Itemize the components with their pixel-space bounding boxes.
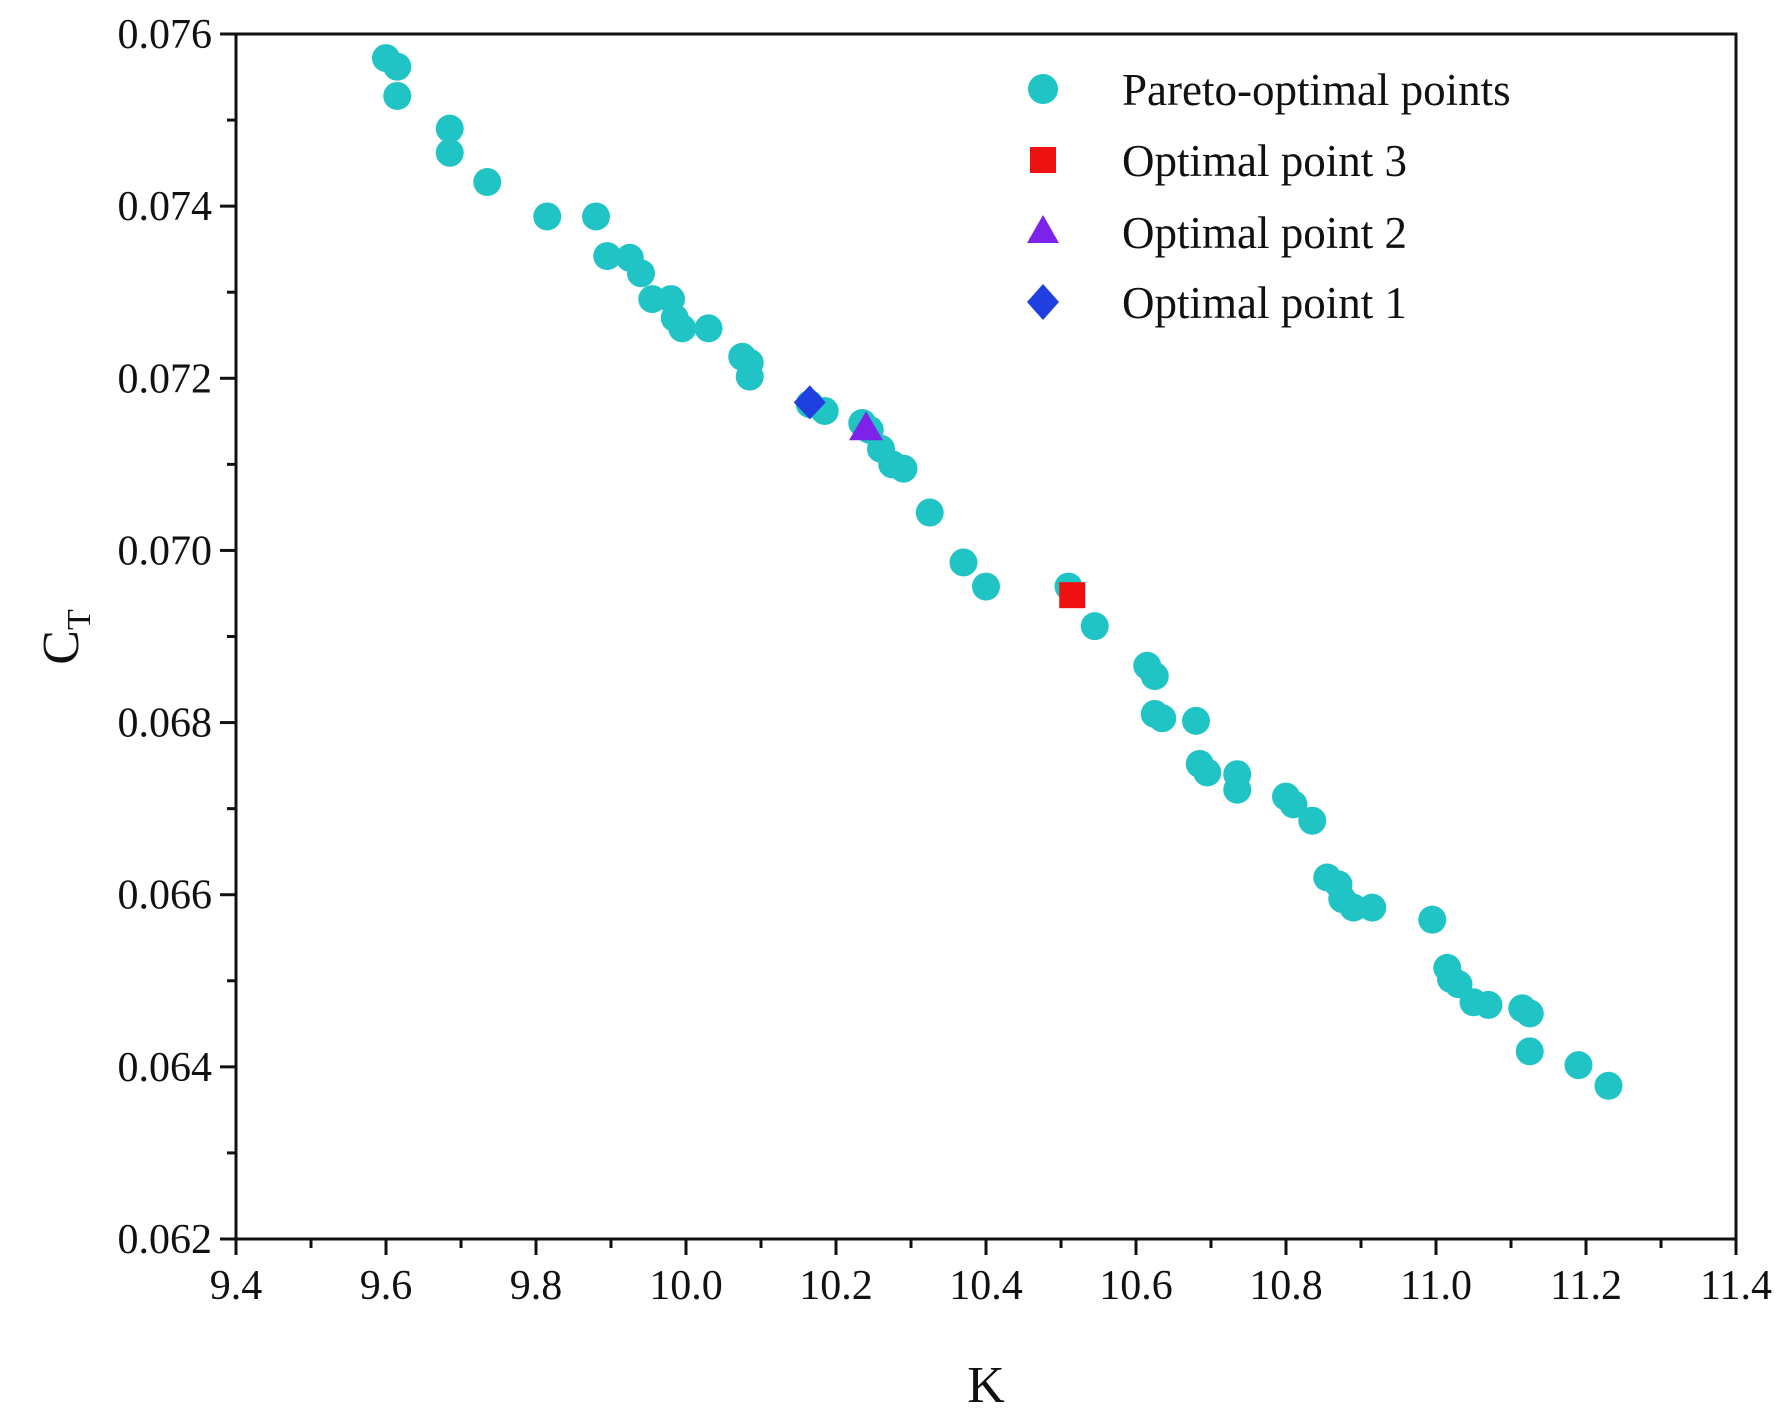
pareto-point — [627, 259, 655, 288]
x-tick-labels: 9.4 9.6 9.8 10.0 10.2 10.4 10.6 10.8 11.0 11.2 11.… — [210, 1263, 1772, 1309]
y-tick-label: 0.072 — [118, 356, 213, 402]
x-tick-label: 9.4 — [210, 1263, 263, 1309]
x-axis-label: K — [967, 1357, 1005, 1414]
y-tick-label: 0.066 — [118, 873, 213, 919]
pareto-point — [1140, 662, 1169, 691]
legend-label-optimal-3: Optimal point 3 — [1122, 136, 1407, 186]
pareto-point — [1515, 999, 1544, 1028]
x-tick-label: 10.8 — [1249, 1263, 1323, 1309]
pareto-point — [435, 138, 464, 167]
pareto-point — [383, 81, 412, 110]
legend-marker-circle — [1028, 74, 1058, 104]
pareto-point — [435, 114, 464, 143]
pareto-point — [383, 52, 412, 81]
pareto-point — [949, 548, 978, 577]
pareto-point — [972, 572, 1000, 601]
x-tick-label: 11.4 — [1700, 1263, 1772, 1309]
legend-marker-triangle — [1027, 215, 1059, 243]
data-points — [372, 44, 1623, 1100]
pareto-point — [735, 362, 764, 391]
pareto-point — [1564, 1051, 1593, 1080]
x-tick-label: 11.0 — [1400, 1263, 1472, 1309]
legend-label-optimal-1: Optimal point 1 — [1122, 278, 1407, 328]
pareto-point — [593, 242, 622, 271]
svg-text:CT: CT — [33, 609, 98, 665]
legend-marker-square — [1030, 147, 1056, 173]
x-tick-label: 9.8 — [510, 1263, 563, 1309]
pareto-point — [1182, 706, 1210, 735]
x-tick-label: 9.6 — [360, 1263, 413, 1309]
pareto-point — [533, 202, 562, 231]
x-tick-label: 10.6 — [1099, 1263, 1173, 1309]
pareto-point — [1223, 775, 1252, 804]
legend-entry-optimal-1: Optimal point 1 — [1027, 278, 1407, 328]
pareto-point — [694, 314, 723, 343]
legend: Pareto-optimal points Optimal point 3 Op… — [1027, 65, 1511, 328]
optimal-point-2-marker — [849, 411, 883, 441]
axis-ticks — [220, 32, 1738, 1255]
pareto-point — [668, 314, 697, 343]
y-tick-label: 0.064 — [118, 1045, 213, 1091]
y-tick-label: 0.062 — [118, 1217, 213, 1263]
y-tick-labels: 0.062 0.064 0.066 0.068 0.070 0.072 0.074 0.076 — [118, 12, 213, 1263]
pareto-point — [1298, 806, 1327, 835]
legend-label-pareto: Pareto-optimal points — [1122, 65, 1511, 115]
pareto-point — [1358, 893, 1387, 922]
pareto-point — [1080, 612, 1109, 641]
legend-entry-pareto: Pareto-optimal points — [1028, 65, 1511, 115]
legend-marker-diamond — [1027, 284, 1059, 320]
y-axis-label-subscript: T — [61, 609, 98, 630]
legend-entry-optimal-2: Optimal point 2 — [1027, 208, 1407, 258]
pareto-point — [582, 202, 610, 231]
pareto-point — [915, 498, 944, 527]
y-tick-label: 0.068 — [118, 701, 213, 747]
optimal-point-1-marker — [793, 385, 826, 420]
pareto-point — [1515, 1037, 1544, 1066]
y-tick-label: 0.070 — [118, 528, 213, 574]
y-tick-label: 0.074 — [118, 184, 213, 230]
optimal-point-3-marker — [1059, 582, 1086, 609]
pareto-point — [1474, 990, 1503, 1019]
pareto-point — [473, 168, 502, 197]
pareto-point — [1418, 905, 1447, 934]
y-axis-label: CT — [33, 609, 98, 665]
legend-label-optimal-2: Optimal point 2 — [1122, 208, 1407, 258]
legend-entry-optimal-3: Optimal point 3 — [1030, 136, 1407, 186]
x-tick-label: 10.0 — [649, 1263, 723, 1309]
plot-frame — [234, 32, 1738, 1241]
x-tick-label: 11.2 — [1550, 1263, 1622, 1309]
y-tick-label: 0.076 — [118, 12, 213, 58]
x-tick-label: 10.4 — [949, 1263, 1023, 1309]
pareto-point — [889, 454, 918, 483]
y-axis-label-main: C — [33, 630, 90, 665]
x-tick-label: 10.2 — [799, 1263, 873, 1309]
pareto-point — [1279, 790, 1308, 819]
pareto-point — [1193, 758, 1222, 787]
pareto-point — [1148, 704, 1177, 733]
pareto-point — [1594, 1071, 1623, 1100]
